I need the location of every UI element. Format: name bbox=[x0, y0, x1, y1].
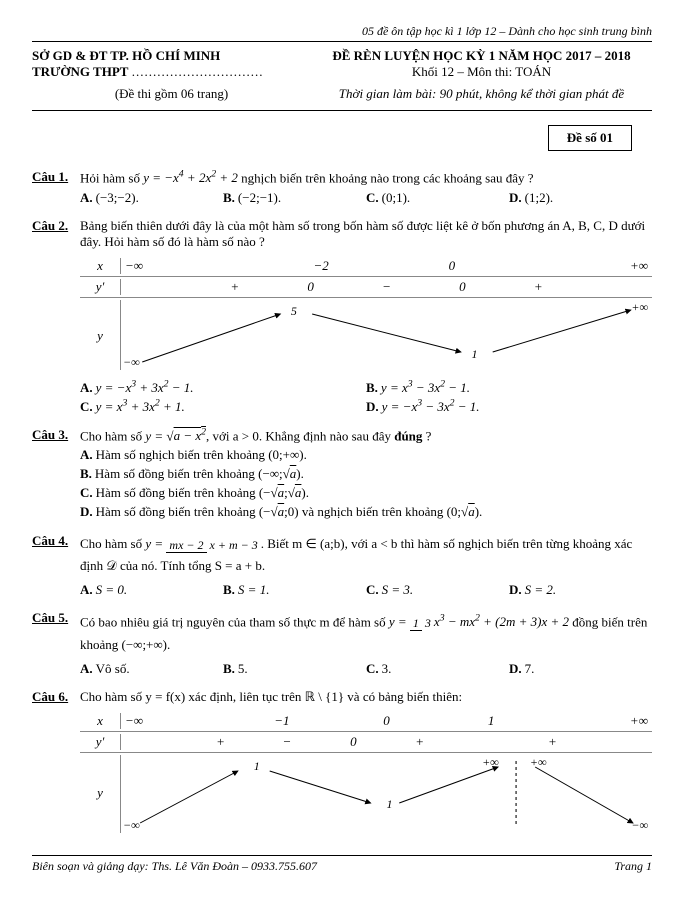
q2-x2: 0 bbox=[387, 258, 518, 274]
top-rule bbox=[32, 41, 652, 42]
q1-tb: nghịch biến trên khoảng nào trong các kh… bbox=[238, 170, 534, 185]
q2-x-row: −∞ −2 0 +∞ bbox=[121, 258, 652, 274]
q2-table: x −∞ −2 0 +∞ y′ + 0 − 0 + bbox=[80, 256, 652, 372]
q5-D: 7. bbox=[525, 661, 535, 676]
q2-C: y = x3 + 3x2 + 1. bbox=[96, 399, 185, 414]
q6-table: x −∞ −1 0 1 +∞ y′ + − 0 + + bbox=[80, 711, 652, 835]
top-note: 05 đề ôn tập học kì 1 lớp 12 – Dành cho … bbox=[32, 24, 652, 39]
q6-yp-row: + − 0 + + bbox=[121, 734, 652, 750]
q2-yp-head: y′ bbox=[80, 279, 121, 295]
q2-x1: −2 bbox=[256, 258, 387, 274]
q2-x-head: x bbox=[80, 258, 121, 274]
q5-text: Có bao nhiêu giá trị nguyên của tham số … bbox=[80, 610, 652, 657]
q5-options: A.Vô số. B.5. C.3. D.7. bbox=[80, 661, 652, 677]
q4-options: A.S = 0. B.S = 1. C.S = 3. D.S = 2. bbox=[80, 582, 652, 598]
q2-chart: −∞ 5 1 +∞ bbox=[121, 300, 652, 370]
truong: TRƯỜNG THPT bbox=[32, 64, 128, 79]
time: Thời gian làm bài: 90 phút, không kể thờ… bbox=[311, 86, 652, 102]
question-3: Câu 3. Cho hàm số y = √a − x2, với a > 0… bbox=[32, 427, 652, 523]
q1-label: Câu 1. bbox=[32, 169, 80, 208]
q3-text: Cho hàm số y = √a − x2, với a > 0. Khẳng… bbox=[80, 427, 652, 444]
q2-opts-r2: C.y = x3 + 3x2 + 1. D.y = −x3 − 3x2 − 1. bbox=[80, 398, 652, 415]
q6-y-head: y bbox=[80, 755, 121, 833]
q3-A: Hàm số nghịch biến trên khoảng (0;+∞). bbox=[96, 447, 307, 462]
q4-C: S = 3. bbox=[382, 582, 414, 597]
q2-x0: −∞ bbox=[121, 258, 256, 274]
exam-no-box: Đề số 01 bbox=[548, 125, 632, 151]
q6-br: −∞ bbox=[631, 818, 648, 833]
q6-x-row: −∞ −1 0 1 +∞ bbox=[121, 713, 652, 729]
question-5: Câu 5. Có bao nhiêu giá trị nguyên của t… bbox=[32, 610, 652, 679]
q2-valley: 1 bbox=[471, 347, 477, 362]
q6-p1: 1 bbox=[254, 759, 260, 774]
q1-ta: Hỏi hàm số bbox=[80, 170, 143, 185]
q2-A: y = −x3 + 3x2 − 1. bbox=[96, 380, 194, 395]
q2-peak: 5 bbox=[291, 304, 297, 319]
q6-x-head: x bbox=[80, 713, 121, 729]
q6-label: Câu 6. bbox=[32, 689, 80, 841]
q1-options: A.(−3;−2). B.(−2;−1). C.(0;1). D.(1;2). bbox=[80, 190, 652, 206]
q4-text: Cho hàm số y = mx − 2x + m − 3. Biết m ∈… bbox=[80, 533, 652, 577]
q6-yp-head: y′ bbox=[80, 734, 121, 750]
sogd: SỞ GD & ĐT TP. HỒ CHÍ MINH bbox=[32, 48, 311, 64]
q3-options: A.Hàm số nghịch biến trên khoảng (0;+∞).… bbox=[80, 447, 652, 520]
q6-chart: −∞ 1 1 +∞ +∞ −∞ bbox=[121, 755, 652, 833]
q1-A: (−3;−2). bbox=[96, 190, 139, 205]
q6-text: Cho hàm số y = f(x) xác định, liên tục t… bbox=[80, 689, 652, 705]
footer: Biên soạn và giảng dạy: Ths. Lê Văn Đoàn… bbox=[32, 855, 652, 874]
q5-B: 5. bbox=[238, 661, 248, 676]
q2-ninf: −∞ bbox=[123, 355, 140, 370]
footer-right: Trang 1 bbox=[614, 859, 652, 874]
q5-C: 3. bbox=[382, 661, 392, 676]
q2-text: Bảng biến thiên dưới đây là của một hàm … bbox=[80, 218, 652, 250]
q2-yp-row: + 0 − 0 + bbox=[121, 279, 652, 295]
exam-title: ĐỀ RÈN LUYỆN HỌC KỲ 1 NĂM HỌC 2017 – 201… bbox=[311, 48, 652, 64]
q1-formula: y = −x4 + 2x2 + 2 bbox=[143, 170, 238, 185]
q5-A: Vô số. bbox=[96, 661, 130, 676]
header: SỞ GD & ĐT TP. HỒ CHÍ MINH TRƯỜNG THPT (… bbox=[32, 48, 652, 102]
q1-B: (−2;−1). bbox=[238, 190, 281, 205]
q2-label: Câu 2. bbox=[32, 218, 80, 417]
pages: (Đề thi gồm 06 trang) bbox=[32, 86, 311, 102]
q1-text: Hỏi hàm số y = −x4 + 2x2 + 2 nghịch biến… bbox=[80, 169, 652, 186]
q1-C: (0;1). bbox=[382, 190, 411, 205]
q2-D: y = −x3 − 3x2 − 1. bbox=[382, 399, 480, 414]
q2-B: y = x3 − 3x2 − 1. bbox=[381, 380, 470, 395]
question-2: Câu 2. Bảng biến thiên dưới đây là của m… bbox=[32, 218, 652, 417]
q4-B: S = 1. bbox=[238, 582, 270, 597]
q4-formula: y = mx − 2x + m − 3 bbox=[145, 536, 260, 551]
truong-line: TRƯỜNG THPT bbox=[32, 64, 311, 80]
q6-v: 1 bbox=[387, 797, 393, 812]
q1-D: (1;2). bbox=[525, 190, 554, 205]
question-4: Câu 4. Cho hàm số y = mx − 2x + m − 3. B… bbox=[32, 533, 652, 599]
q4-A: S = 0. bbox=[96, 582, 128, 597]
q4-label: Câu 4. bbox=[32, 533, 80, 599]
q2-pinf: +∞ bbox=[631, 300, 648, 315]
question-1: Câu 1. Hỏi hàm số y = −x4 + 2x2 + 2 nghị… bbox=[32, 169, 652, 208]
q4-D: S = 2. bbox=[525, 582, 557, 597]
q3-formula: y = √a − x2 bbox=[145, 428, 206, 443]
question-6: Câu 6. Cho hàm số y = f(x) xác định, liê… bbox=[32, 689, 652, 841]
q5-label: Câu 5. bbox=[32, 610, 80, 679]
truong-dots bbox=[132, 64, 264, 79]
q6-t2: +∞ bbox=[530, 755, 547, 770]
q2-y-head: y bbox=[80, 300, 121, 370]
mid-rule bbox=[32, 110, 652, 111]
q5-formula: y = 13x3 − mx2 + (2m + 3)x + 2 bbox=[389, 614, 569, 629]
q6-bl: −∞ bbox=[123, 818, 140, 833]
footer-left: Biên soạn và giảng dạy: Ths. Lê Văn Đoàn… bbox=[32, 859, 317, 874]
khoi: Khối 12 – Môn thi: TOÁN bbox=[311, 64, 652, 80]
q2-x3: +∞ bbox=[517, 258, 652, 274]
q6-t1: +∞ bbox=[482, 755, 499, 770]
q2-opts-r1: A.y = −x3 + 3x2 − 1. B.y = x3 − 3x2 − 1. bbox=[80, 378, 652, 395]
q3-label: Câu 3. bbox=[32, 427, 80, 523]
